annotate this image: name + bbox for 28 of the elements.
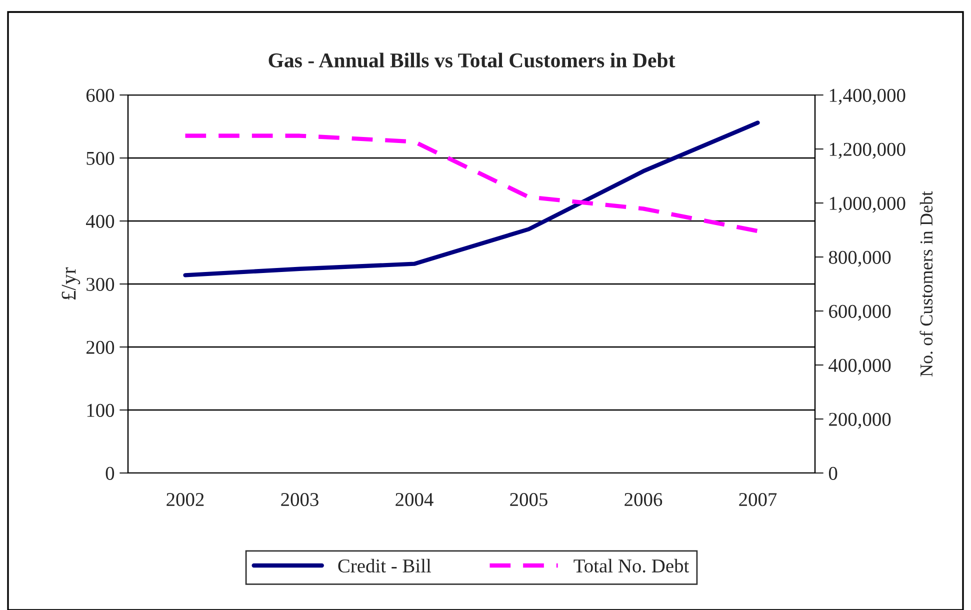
y-tick-label: 600 <box>86 88 114 102</box>
y2-tick-label: 200,000 <box>829 412 891 429</box>
y2-tick-label: 600,000 <box>829 304 891 321</box>
y2-tick-label: 800,000 <box>828 250 891 267</box>
y-tick-label: 200 <box>86 340 114 354</box>
x-tick-label: 2004 <box>396 493 434 506</box>
chart-title: Gas - Annual Bills vs Total Customers in Debt <box>268 52 676 68</box>
y-tick-label: 500 <box>86 152 114 165</box>
x-tick-label: 2002 <box>166 493 204 506</box>
x-tick-label: 2003 <box>281 493 318 506</box>
y2-axis-title: No. of Customers in Debt <box>920 191 933 377</box>
y2-tick-label: 1,000,000 <box>830 196 906 213</box>
y2-tick-label: 0 <box>828 466 838 480</box>
y-tick-label: 400 <box>86 214 114 228</box>
y-axis-title: £/yr <box>62 267 80 300</box>
x-tick-label: 2005 <box>510 493 548 506</box>
line-series <box>183 120 760 278</box>
y2-tick-label: 400,000 <box>828 358 891 375</box>
y-tick-label: 300 <box>86 278 114 291</box>
y2-tick-label: 1,200,000 <box>830 142 906 159</box>
y-tick-label: 0 <box>106 466 114 480</box>
y2-tick-label: 1,400,000 <box>830 88 906 105</box>
x-tick-label: 2007 <box>739 493 777 506</box>
legend-label: Total No. Debt <box>574 558 690 573</box>
x-tick-label: 2006 <box>624 493 662 506</box>
line-series <box>183 134 760 234</box>
y-tick-label: 100 <box>87 404 114 417</box>
legend-label: Credit - Bill <box>338 558 432 573</box>
